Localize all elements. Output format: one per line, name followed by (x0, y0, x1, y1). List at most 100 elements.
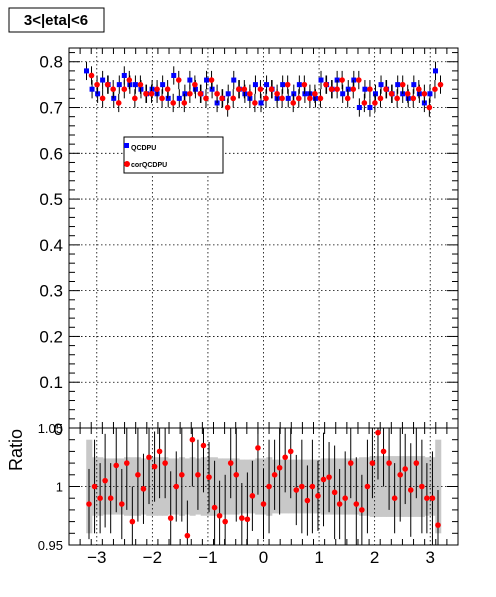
data-point-qcdpu (95, 91, 101, 97)
legend-box (123, 136, 224, 174)
data-point-corqcdpu (388, 90, 395, 97)
top-y-tick-label: 0.2 (39, 327, 63, 346)
data-point-qcdpu (416, 91, 422, 97)
data-point-qcdpu (116, 82, 122, 88)
ratio-data-point (162, 460, 168, 466)
data-point-corqcdpu (110, 86, 116, 93)
top-y-tick-label-zero: 0 (54, 420, 63, 439)
data-point-qcdpu (258, 100, 264, 106)
ratio-data-point (97, 495, 103, 502)
top-panel-y-tick-labels: 0.1 0.2 0.3 0.4 0.5 0.6 0.7 0.8 (39, 53, 63, 392)
series-corqcdpu (88, 66, 444, 117)
data-point-qcdpu (427, 91, 433, 97)
bottom-y-tick-label: 0.95 (38, 538, 63, 553)
x-tick-label: −3 (87, 548, 106, 567)
legend-label-qcdpu: QCDPU (131, 145, 156, 152)
ratio-data-point (244, 516, 251, 523)
ratio-data-point (173, 483, 180, 490)
data-point-corqcdpu (372, 100, 378, 106)
ratio-data-point (271, 472, 278, 478)
ratio-data-point (287, 448, 294, 455)
data-point-qcdpu (372, 91, 378, 97)
data-point-corqcdpu (421, 90, 428, 97)
data-point-corqcdpu (203, 95, 209, 102)
data-point-qcdpu (171, 72, 177, 78)
ratio-data-point (293, 487, 300, 493)
data-point-qcdpu (204, 77, 210, 83)
ratio-data-point (195, 472, 201, 478)
ratio-data-point (413, 460, 420, 466)
top-y-tick-label: 0.4 (39, 236, 63, 255)
top-panel-ticks (68, 48, 459, 429)
data-point-corqcdpu (224, 104, 231, 111)
top-y-tick-label: 0.1 (39, 373, 63, 392)
data-point-qcdpu (378, 82, 384, 88)
data-point-corqcdpu (154, 86, 160, 93)
data-point-qcdpu (312, 95, 318, 101)
ratio-data-point (211, 504, 218, 511)
data-point-corqcdpu (257, 86, 264, 93)
bottom-panel-y-tick-labels: 0.95 1 (38, 480, 63, 554)
data-point-qcdpu (405, 95, 411, 101)
ratio-data-point (260, 501, 267, 507)
data-point-qcdpu (89, 86, 95, 92)
bottom-y-tick-label: 1 (56, 480, 63, 495)
data-point-qcdpu (395, 82, 401, 88)
data-point-corqcdpu (344, 95, 351, 102)
ratio-data-point (397, 472, 404, 478)
data-point-corqcdpu (164, 86, 171, 93)
ratio-data-point (364, 483, 371, 490)
ratio-data-point (375, 429, 381, 436)
data-point-corqcdpu (284, 81, 291, 88)
data-point-qcdpu (100, 77, 106, 83)
data-point-qcdpu (356, 105, 362, 111)
data-point-corqcdpu (404, 90, 411, 97)
data-point-corqcdpu (192, 81, 198, 88)
series-ratio (86, 428, 441, 545)
title-box (8, 7, 105, 33)
ratio-data-point (167, 515, 174, 521)
data-point-corqcdpu (208, 77, 215, 83)
data-point-corqcdpu (235, 86, 242, 93)
data-point-corqcdpu (99, 95, 106, 102)
bottom-panel-ticks (68, 427, 459, 546)
x-tick-label: −1 (198, 548, 217, 567)
data-point-corqcdpu (132, 95, 138, 102)
ratio-data-point (391, 495, 398, 502)
data-point-qcdpu (367, 105, 373, 111)
data-point-corqcdpu (187, 90, 193, 97)
data-point-qcdpu (192, 86, 198, 92)
data-point-corqcdpu (339, 77, 345, 83)
top-y-tick-label: 0.7 (39, 99, 63, 118)
data-point-qcdpu (225, 91, 231, 97)
data-point-corqcdpu (148, 90, 155, 97)
ratio-data-point (402, 466, 409, 472)
ratio-data-point (255, 445, 261, 451)
data-point-qcdpu (432, 68, 438, 74)
ratio-data-point (429, 495, 436, 502)
data-point-qcdpu (149, 86, 155, 92)
data-point-corqcdpu (399, 81, 406, 88)
data-point-qcdpu (209, 86, 215, 92)
ratio-data-point (179, 472, 185, 478)
ratio-data-point (320, 476, 327, 483)
ratio-data-point (200, 442, 207, 449)
data-point-corqcdpu (317, 95, 324, 102)
top-y-tick-label: 0.6 (39, 144, 63, 163)
ratio-data-point (342, 495, 348, 502)
data-point-qcdpu (242, 91, 248, 97)
ratio-data-point (146, 454, 152, 461)
ratio-data-point (331, 489, 338, 496)
top-y-tick-label: 0.8 (39, 53, 63, 72)
data-point-qcdpu (351, 77, 357, 83)
ratio-data-point (123, 460, 130, 466)
data-point-corqcdpu (115, 100, 122, 106)
ratio-data-point (266, 483, 272, 490)
data-point-corqcdpu (290, 100, 297, 106)
data-point-corqcdpu (104, 81, 111, 88)
data-point-corqcdpu (323, 81, 329, 88)
data-point-qcdpu (127, 82, 133, 88)
data-point-corqcdpu (143, 90, 149, 97)
ratio-data-point (315, 493, 321, 499)
ratio-data-point (86, 501, 92, 507)
